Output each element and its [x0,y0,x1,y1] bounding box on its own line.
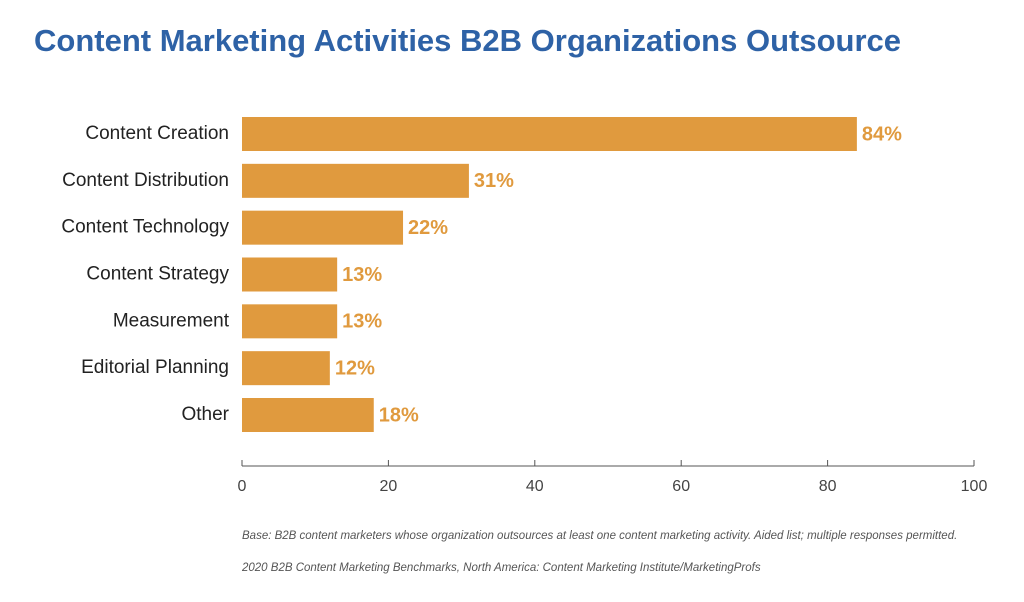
bar [242,351,330,386]
chart-title: Content Marketing Activities B2B Organiz… [34,23,901,58]
x-tick-label: 0 [238,478,247,495]
footnote: Base: B2B content marketers whose organi… [242,530,957,542]
y-tick-label: Content Creation [85,123,229,144]
value-label: 13% [342,311,382,333]
x-tick-label: 20 [380,478,398,495]
bar [242,210,404,245]
x-tick-label: 100 [961,478,988,495]
bar [242,304,338,339]
y-tick-label: Content Strategy [86,264,229,285]
bar [242,117,857,151]
value-label: 84% [862,123,902,145]
bar [242,398,374,432]
y-tick-label: Other [181,404,229,425]
source: 2020 B2B Content Marketing Benchmarks, N… [241,562,761,574]
x-tick-label: 60 [672,478,690,495]
value-label: 22% [408,217,448,239]
y-tick-label: Content Technology [61,217,229,238]
y-tick-label: Content Distribution [62,170,229,191]
y-tick-label: Editorial Planning [81,357,229,378]
value-label: 13% [342,264,382,286]
x-tick-label: 80 [819,478,837,495]
value-label: 12% [335,357,375,379]
value-label: 18% [379,404,419,426]
value-label: 31% [474,170,514,192]
bar [242,257,338,292]
y-tick-label: Measurement [113,310,230,331]
bar [242,163,469,198]
x-tick-label: 40 [526,478,544,495]
